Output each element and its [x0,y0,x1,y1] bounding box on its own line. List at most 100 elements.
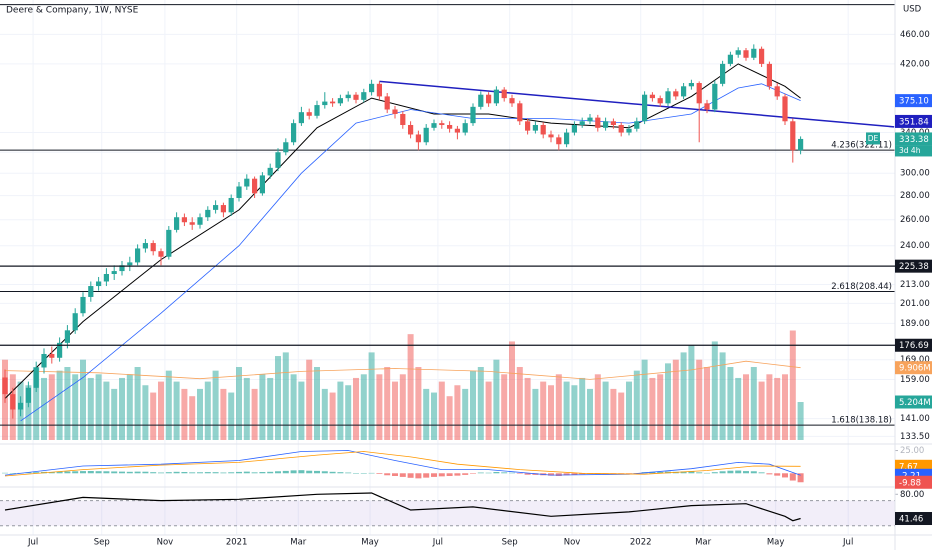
macd-histogram-bar [243,471,250,474]
volume-average-line [4,360,801,380]
candle-body [220,205,226,213]
macd-histogram-bar [306,470,313,474]
volume-bar [758,381,765,440]
candle-body [57,342,63,358]
price-tags: 375.10 351.84 333.38 DE 3d 4h 225.38 176.69 9.9… [0,94,932,526]
macd-histogram-bar [766,473,773,475]
chart-title: Deere & Company, 1W, NYSE [6,6,139,16]
macd-histogram-bar [446,473,453,476]
macd-histogram-bar [56,471,63,474]
volume-bar [56,370,63,440]
macd-histogram-bar [290,470,297,474]
y-tick-label: 240.00 [900,241,930,251]
macd-histogram-bar [142,471,149,474]
rsi-line [4,492,801,522]
volume-bar [126,374,133,440]
candle-body [213,205,219,210]
candle-body [267,167,273,176]
price-tag-label: 351.84 [899,117,929,127]
macd-histogram-bar [649,471,656,474]
macd-histogram-bar [696,472,703,474]
volume-bar [571,385,578,440]
volume-bar [415,367,422,440]
volume-bar [470,370,476,440]
macd-histogram-bar [173,471,180,474]
volume-bar [87,377,94,440]
candle-body [798,138,804,151]
macd-histogram-bar [719,471,726,474]
candle-body [64,330,70,343]
macd-histogram-bar [431,473,437,477]
volume-bar [173,381,180,440]
x-tick-label: Mar [290,538,307,548]
macd-histogram-bar [119,471,125,474]
candle-body [454,128,460,133]
macd-histogram-bar [134,471,141,474]
candle-body [782,96,788,122]
macd-histogram-bar [236,471,242,474]
candle-body [298,112,304,124]
volume-bar [438,381,445,440]
x-tick-label: Jul [432,538,443,548]
x-tick-label: Nov [157,538,174,548]
candle-body [642,94,648,122]
macd-histogram-bar [9,473,16,474]
y-tick-label: 280.00 [900,191,930,201]
candle-body [618,124,624,133]
candle-body [470,106,476,124]
volume-bar [368,352,375,440]
macd-histogram-bar [282,470,289,474]
price-tag [895,475,932,489]
macd-histogram-bar [360,473,367,474]
price-tag [895,114,932,128]
candle-body [80,296,86,314]
candle-body [150,243,156,252]
macd-histogram-bar [126,471,133,474]
volume-bar [766,374,773,440]
volume-bar [25,385,32,440]
volume-bar [392,381,398,440]
candle-body [392,109,398,114]
volume-bar [555,374,562,440]
candle-body [486,94,492,104]
macd-histogram-bar [150,472,157,474]
volume-bar [493,359,500,440]
candle-body [759,48,765,64]
volume-bar [197,388,203,440]
x-tick-label: Sep [94,538,110,548]
candle-body [376,83,382,97]
macd-histogram-bar [727,470,734,474]
x-tick-label: Sep [502,538,518,548]
macd-histogram-bar [204,472,211,474]
volume-bar [321,388,328,440]
volume-bar [743,374,749,440]
macd-histogram-bar [454,473,461,476]
rsi-band [0,500,895,526]
candle-body [337,98,343,104]
candle-body [174,217,180,230]
macd-histogram-bar [64,471,71,474]
candle-body [493,89,499,104]
macd-histogram-bar [735,470,742,474]
volume-bar [649,377,656,440]
y-tick-label: 300.00 [900,169,930,179]
volume-bar [33,367,40,440]
macd-histogram-bar [321,471,328,474]
y-tick-label: 189.00 [900,319,930,329]
macd-histogram-bar [95,471,102,474]
candle-body [384,96,390,110]
volume-bar [789,330,796,440]
candle-body [587,117,593,122]
candle-body [681,86,687,97]
volume-bar [314,367,320,440]
macd-histogram-bar [704,472,710,474]
trendline [379,80,895,128]
volume-bar [48,374,55,440]
macd-histogram-bar [212,472,219,474]
y-tick-label: 460.00 [900,30,930,40]
candle-body [431,123,437,128]
volume-bar [345,385,352,440]
macd-tick-label: 25.00 [900,446,924,456]
candle-body [142,243,148,249]
